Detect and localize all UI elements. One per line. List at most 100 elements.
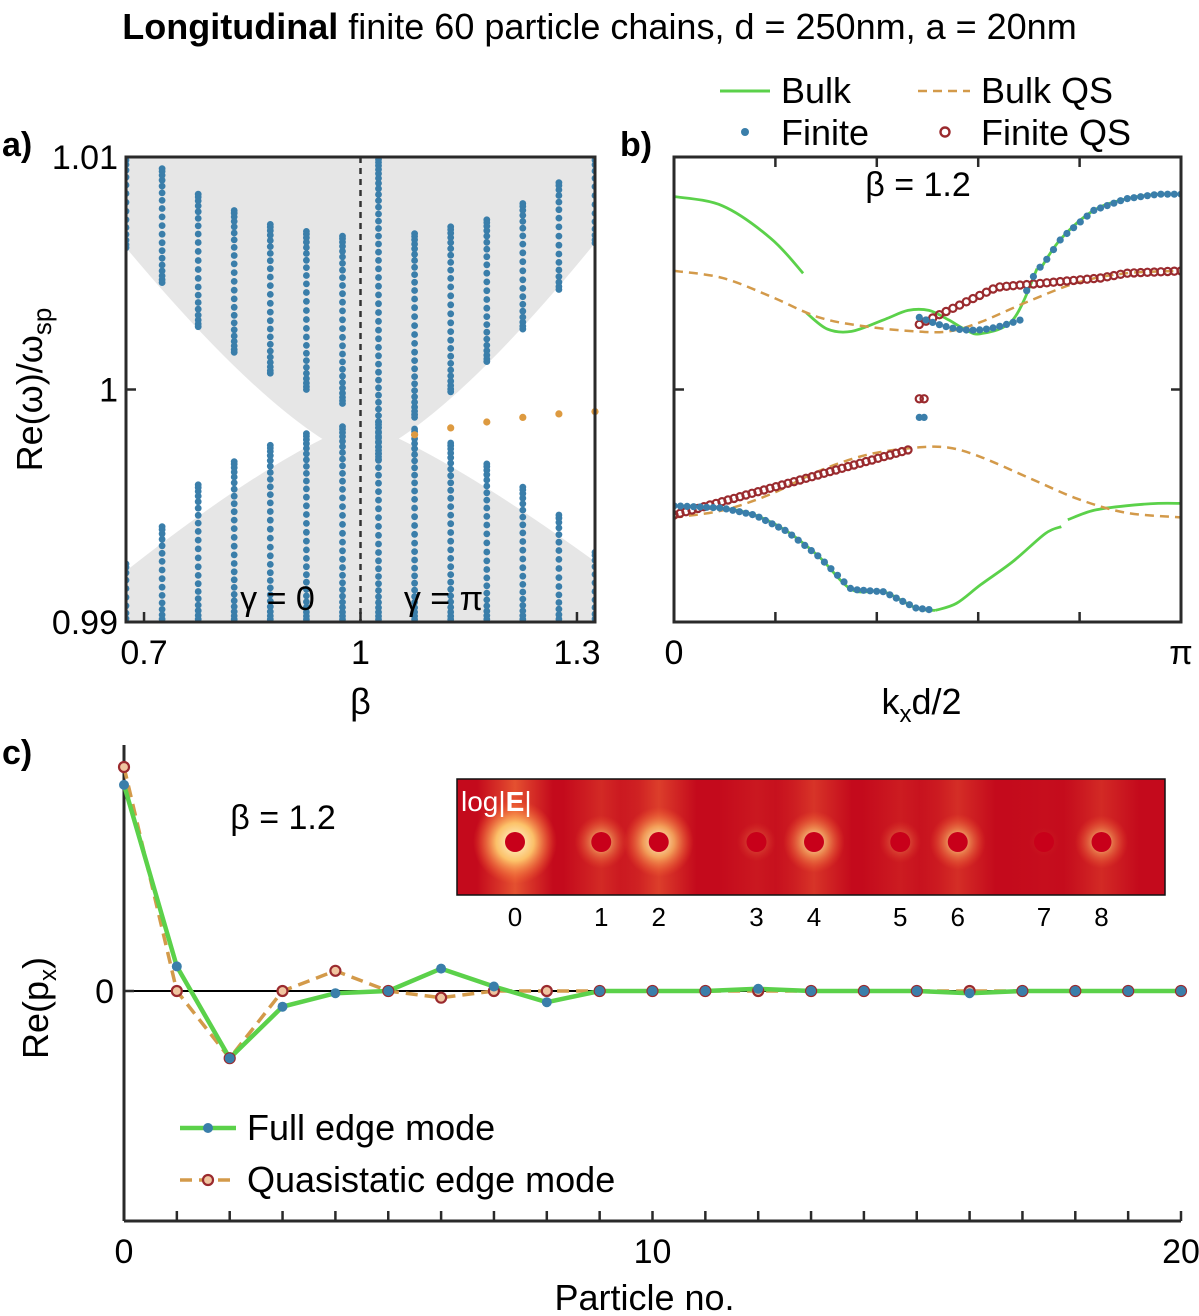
finite-mode-point [447,336,455,344]
finite-mode-point [339,358,346,366]
finite-mode-point [303,333,310,341]
finite-mode-point [411,556,418,564]
finite-mode-point [230,252,238,259]
finite-mode-point [447,439,455,447]
finite-mode-point [447,292,455,300]
finite-mode-point [483,574,491,582]
finite-mode-point [158,261,166,269]
finite-mode-point [411,287,418,294]
finite-mode-point [230,584,238,591]
finite-mode-point [266,333,274,341]
finite-mode-point [375,580,382,588]
legend-qs-label: Quasistatic edge mode [247,1159,615,1200]
finite-mode-point [411,522,418,529]
finite-mode-point [519,224,527,232]
finite-mode-point [411,451,418,458]
finite-mode-point [266,569,274,577]
finite-mode-point [339,266,346,274]
finite-mode-point [266,250,274,257]
finite-mode-point [339,437,346,445]
y-tick-label: 0 [95,973,114,1011]
finite-mode-point [303,470,310,477]
finite-mode-point [266,308,274,316]
inset-particle [1091,832,1112,852]
finite-mode-point [411,322,418,329]
beta-annotation: β = 1.2 [230,799,336,837]
finite-mode-point [339,307,346,315]
finite-mode-point [375,240,382,248]
inset-particle-label: 5 [893,902,907,932]
finite-mode-point [339,247,346,255]
finite-mode-point [375,248,382,256]
finite-mode-point [266,347,274,355]
finite-mode-point [519,313,527,321]
x-axis-label-part: x [899,701,911,728]
finite-mode-point [194,536,202,544]
finite-mode-point [194,504,202,512]
finite-mode-point [266,299,274,307]
finite-mode-point [555,241,563,249]
finite-mode-point [194,601,202,609]
finite-mode-point [194,519,202,527]
legend-qs-marker [201,1173,215,1187]
finite-mode-point [266,603,274,611]
finite-mode-point [266,499,274,507]
y-axis-label-part: x [35,969,62,981]
finite-mode-point [266,317,274,325]
plot-area-b [674,190,1181,614]
x-tick-label: 10 [634,1233,672,1271]
finite-mode-point [266,340,274,348]
full-edge-mode-point [541,997,552,1008]
finite-mode-point [303,603,310,611]
x-tick-label: 1 [351,634,370,672]
finite-mode-point [158,182,166,190]
finite-point [879,588,887,596]
finite-mode-point [411,564,418,572]
finite-mode-point [230,576,238,584]
finite-point [703,503,711,511]
finite-mode-point [303,511,310,518]
finite-point [1170,190,1178,198]
finite-mode-point [339,494,346,502]
finite-mode-point [411,230,418,238]
finite-mode-point [339,608,346,616]
finite-mode-point [411,487,418,495]
finite-mode-point [339,274,346,281]
finite-mode-point [266,476,274,483]
figure-title-bold: Longitudinal [122,6,339,47]
finite-mode-point [411,387,418,394]
finite-mode-point [230,326,238,334]
legend-full-marker [203,1123,213,1133]
finite-mode-point [411,513,418,521]
finite-mode-point [483,269,491,277]
quasistatic-edge-mode-point [435,991,448,1004]
finite-mode-point [230,303,238,311]
finite-mode-point [447,546,455,554]
finite-mode-point [375,225,382,232]
finite-mode-point [555,214,563,222]
full-edge-mode-point [964,988,975,999]
y-tick-label: 1 [99,372,118,410]
finite-mode-point [339,598,346,606]
finite-point [1090,206,1098,214]
finite-mode-point [375,479,382,487]
finite-point [922,316,930,324]
finite-mode-point [158,599,166,607]
finite-point [949,324,957,332]
finite-mode-point [375,523,382,530]
finite-mode-point [555,556,563,563]
finite-mode-point [519,218,527,225]
finite-mode-point [447,465,455,473]
finite-point [1164,190,1172,198]
finite-mode-point [447,472,455,480]
finite-point [956,325,964,333]
finite-mode-point [266,543,274,551]
finite-point [840,578,848,586]
finite-mode-point [483,347,491,355]
finite-point [1056,236,1064,244]
panel-label-b: b) [620,126,652,164]
finite-mode-point [194,481,202,489]
finite-mode-point [303,537,310,545]
finite-point [899,597,907,606]
inset-frame [456,778,1166,896]
